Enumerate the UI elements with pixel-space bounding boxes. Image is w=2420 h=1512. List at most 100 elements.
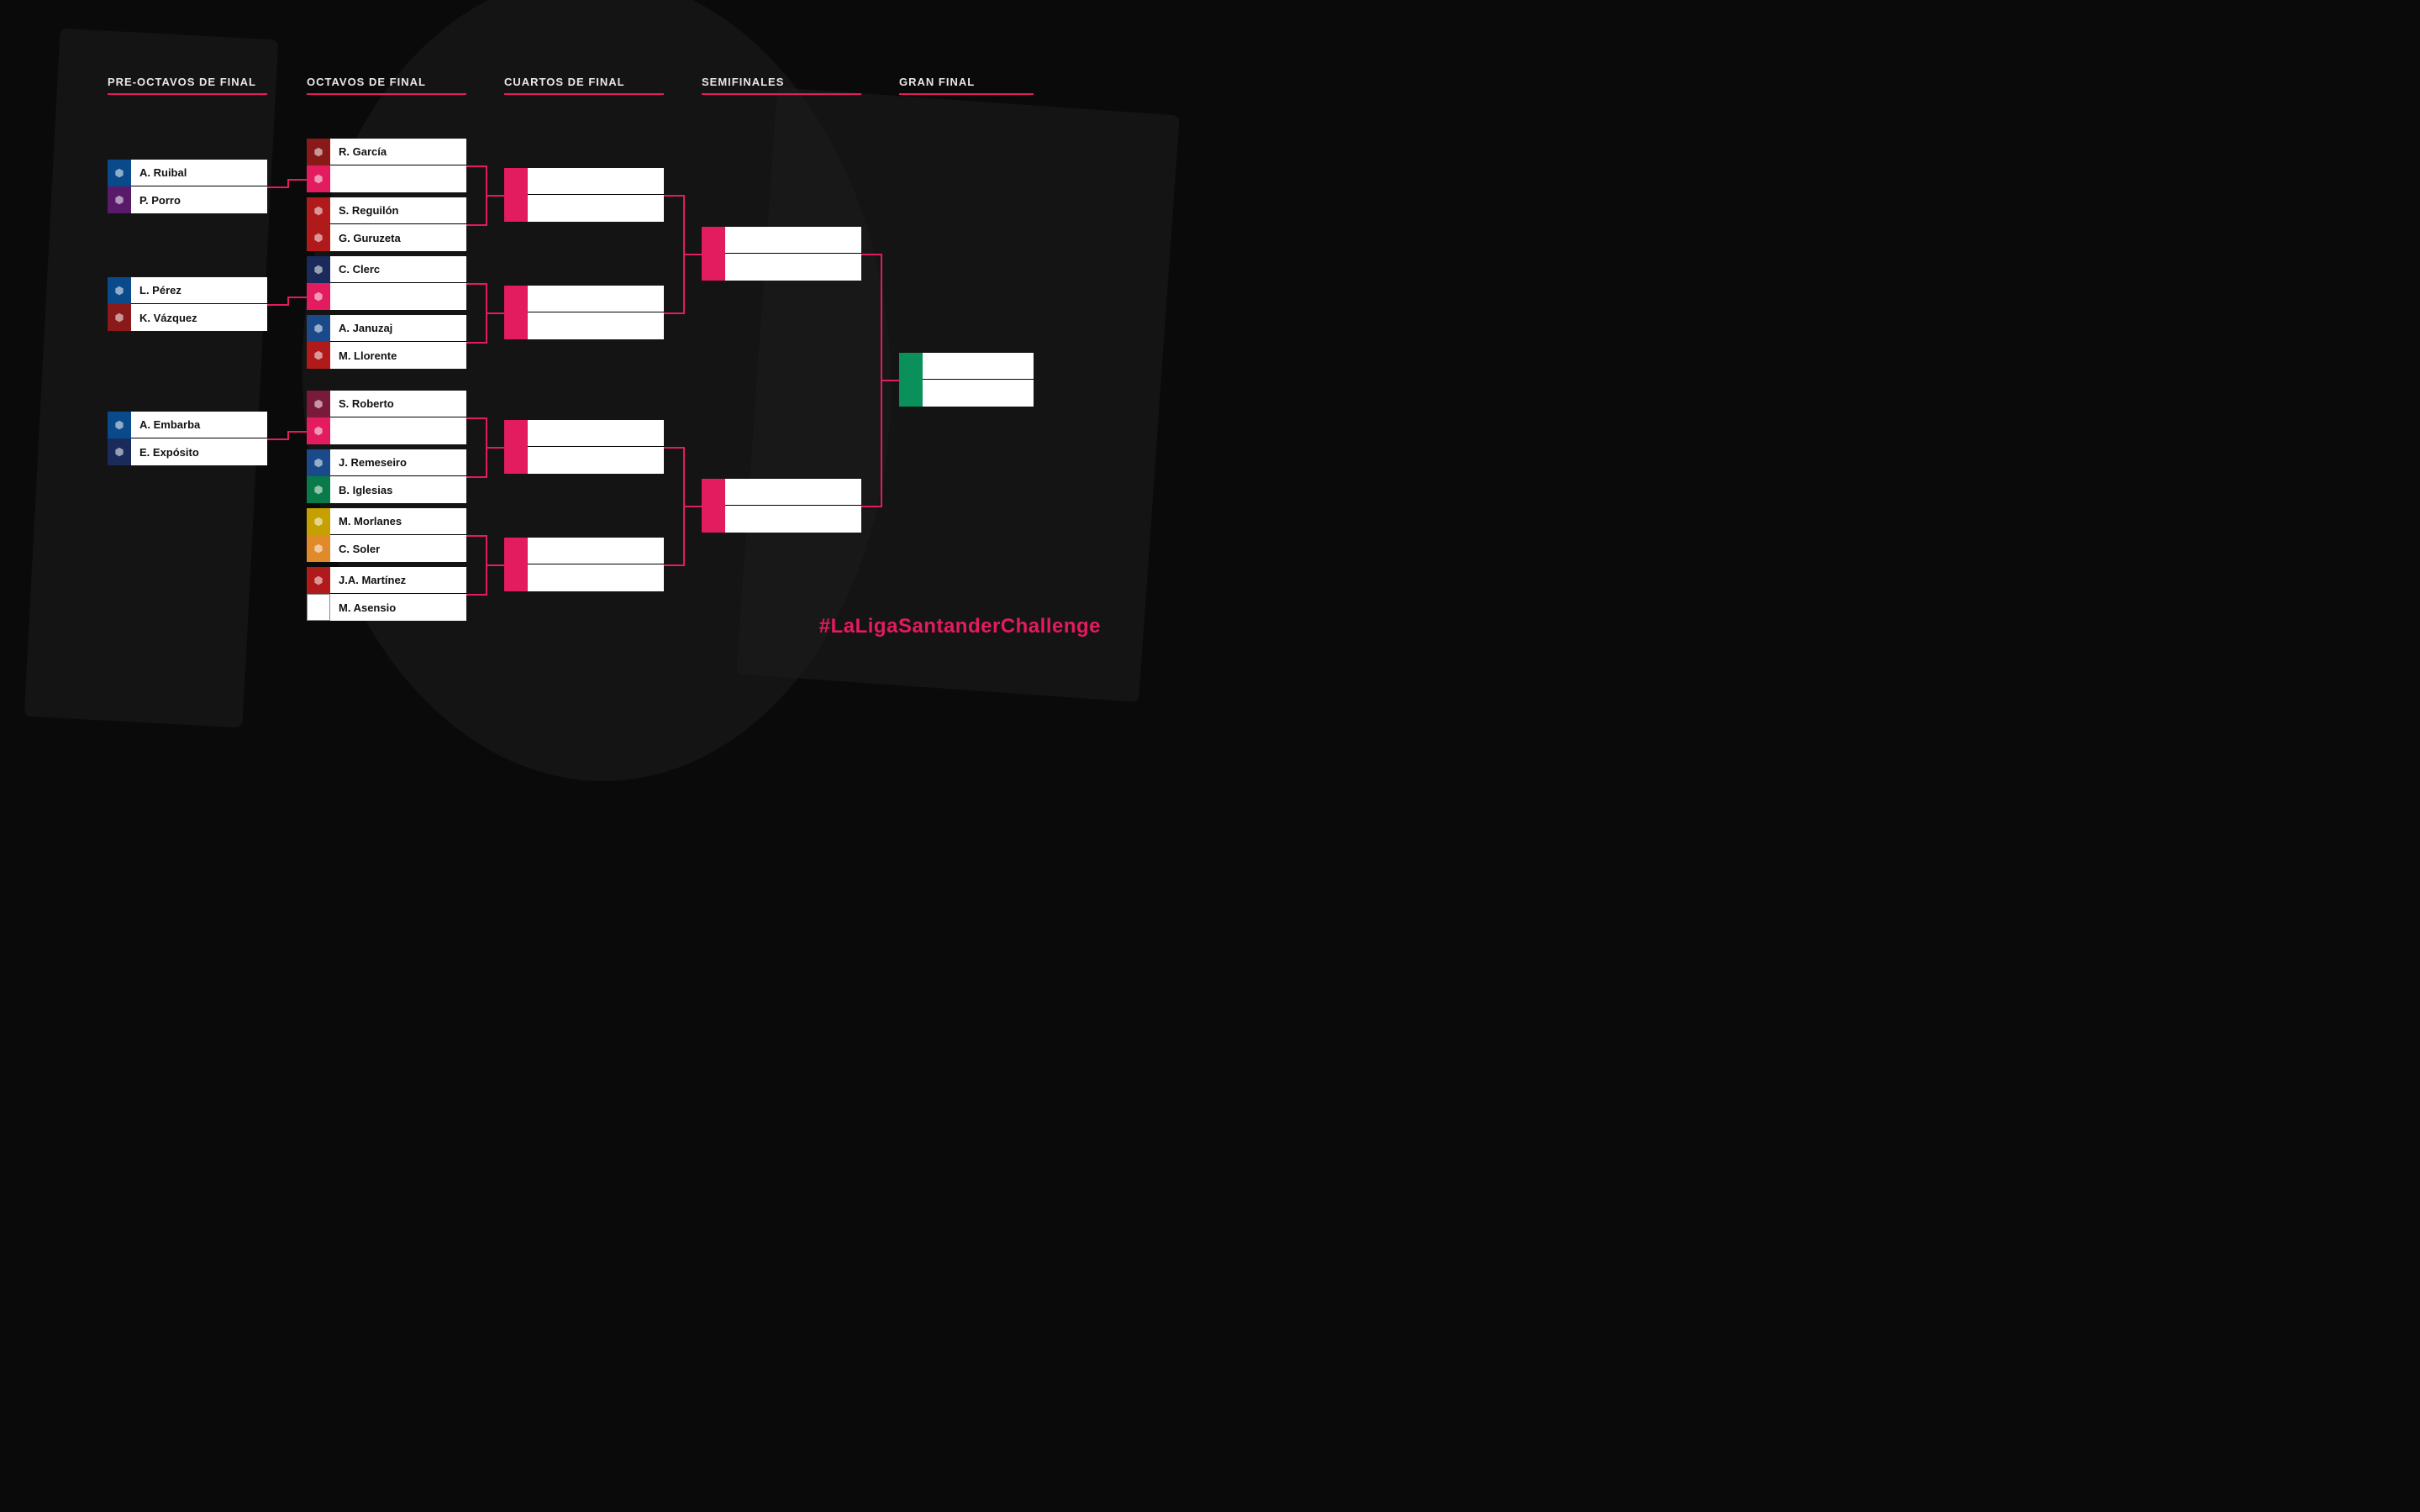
bracket-slot: ⬢K. Vázquez	[108, 304, 267, 331]
player-name: M. Llorente	[330, 349, 466, 362]
match: ⬢J.A. Martínez⬢M. Asensio	[307, 567, 466, 621]
bracket-slot: ⬢	[307, 283, 466, 310]
bracket-slot: ⬢M. Morlanes	[307, 508, 466, 535]
connector-line	[881, 380, 900, 381]
bracket-slot: ⬢S. Reguilón	[307, 197, 466, 224]
bracket-slot	[899, 380, 1034, 407]
team-crest-icon	[504, 168, 528, 195]
player-name: C. Soler	[330, 543, 466, 555]
team-crest-icon: ⬢	[108, 412, 131, 438]
connector-line	[466, 476, 486, 478]
player-name: E. Expósito	[131, 446, 267, 459]
match: ⬢S. Reguilón⬢G. Guruzeta	[307, 197, 466, 251]
col-r16: OCTAVOS DE FINAL	[307, 76, 466, 112]
team-crest-icon	[504, 312, 528, 339]
bracket-slot	[702, 254, 861, 281]
match	[702, 479, 861, 533]
bracket-slot: ⬢E. Expósito	[108, 438, 267, 465]
hashtag: #LaLigaSantanderChallenge	[819, 615, 1101, 638]
connector-line	[861, 506, 881, 507]
team-crest-icon: ⬢	[307, 165, 330, 192]
col-header-r16: OCTAVOS DE FINAL	[307, 76, 466, 95]
match: ⬢A. Embarba⬢E. Expósito	[108, 412, 267, 465]
player-name: A. Ruibal	[131, 166, 267, 179]
connector-line	[287, 431, 308, 433]
player-name: C. Clerc	[330, 263, 466, 276]
team-crest-icon: ⬢	[307, 535, 330, 562]
connector-line	[466, 165, 486, 167]
bracket-slot: ⬢S. Roberto	[307, 391, 466, 417]
team-crest-icon: ⬢	[108, 160, 131, 186]
team-crest-icon	[504, 564, 528, 591]
bracket-slot: ⬢A. Ruibal	[108, 160, 267, 186]
connector-line	[486, 165, 487, 226]
bracket-slot	[504, 420, 664, 447]
match	[504, 420, 664, 474]
bracket-slot: ⬢J.A. Martínez	[307, 567, 466, 594]
match	[504, 286, 664, 339]
team-crest-icon	[899, 380, 923, 407]
connector-line	[466, 535, 486, 537]
match: ⬢J. Remeseiro⬢B. Iglesias	[307, 449, 466, 503]
bracket: PRE-OCTAVOS DE FINAL OCTAVOS DE FINAL CU…	[0, 0, 1210, 756]
player-name: G. Guruzeta	[330, 232, 466, 244]
team-crest-icon: ⬢	[307, 256, 330, 283]
team-crest-icon	[504, 286, 528, 312]
connector-line	[466, 283, 486, 285]
player-name: P. Porro	[131, 194, 267, 207]
bracket-slot: ⬢P. Porro	[108, 186, 267, 213]
team-crest-icon: ⬢	[307, 224, 330, 251]
team-crest-icon: ⬢	[307, 283, 330, 310]
connector-line	[466, 417, 486, 419]
player-name: J.A. Martínez	[330, 574, 466, 586]
team-crest-icon	[504, 538, 528, 564]
match	[504, 538, 664, 591]
team-crest-icon: ⬢	[307, 197, 330, 224]
match: ⬢A. Januzaj⬢M. Llorente	[307, 315, 466, 369]
col-header-pre: PRE-OCTAVOS DE FINAL	[108, 76, 267, 95]
bracket-slot: ⬢J. Remeseiro	[307, 449, 466, 476]
match: ⬢M. Morlanes⬢C. Soler	[307, 508, 466, 562]
bracket-slot: ⬢M. Llorente	[307, 342, 466, 369]
bracket-slot	[504, 538, 664, 564]
bracket-slot	[504, 312, 664, 339]
match: ⬢R. García⬢	[307, 139, 466, 192]
team-crest-icon	[702, 254, 725, 281]
team-crest-icon: ⬢	[108, 186, 131, 213]
team-crest-icon: ⬢	[307, 391, 330, 417]
player-name: L. Pérez	[131, 284, 267, 297]
team-crest-icon: ⬢	[307, 139, 330, 165]
player-name: K. Vázquez	[131, 312, 267, 324]
connector-line	[683, 254, 702, 255]
player-name: M. Morlanes	[330, 515, 466, 528]
player-name: B. Iglesias	[330, 484, 466, 496]
connector-line	[287, 179, 308, 181]
match	[702, 227, 861, 281]
player-name: R. García	[330, 145, 466, 158]
connector-line	[861, 254, 881, 255]
connector-line	[486, 312, 505, 314]
connector-line	[683, 506, 702, 507]
connector-line	[486, 535, 487, 596]
connector-line	[664, 312, 683, 314]
team-crest-icon	[504, 195, 528, 222]
match	[504, 168, 664, 222]
player-name: M. Asensio	[330, 601, 466, 614]
player-name: S. Reguilón	[330, 204, 466, 217]
bracket-slot	[702, 479, 861, 506]
connector-line	[267, 304, 287, 306]
team-crest-icon	[702, 506, 725, 533]
connector-line	[486, 283, 487, 344]
col-header-final: GRAN FINAL	[899, 76, 1034, 95]
player-name: J. Remeseiro	[330, 456, 466, 469]
bracket-slot	[504, 447, 664, 474]
bracket-slot	[899, 353, 1034, 380]
connector-line	[486, 417, 487, 478]
team-crest-icon	[702, 227, 725, 254]
match	[899, 353, 1034, 407]
team-crest-icon: ⬢	[307, 417, 330, 444]
col-header-qf: CUARTOS DE FINAL	[504, 76, 664, 95]
team-crest-icon	[702, 479, 725, 506]
bracket-slot: ⬢L. Pérez	[108, 277, 267, 304]
bracket-slot: ⬢A. Januzaj	[307, 315, 466, 342]
